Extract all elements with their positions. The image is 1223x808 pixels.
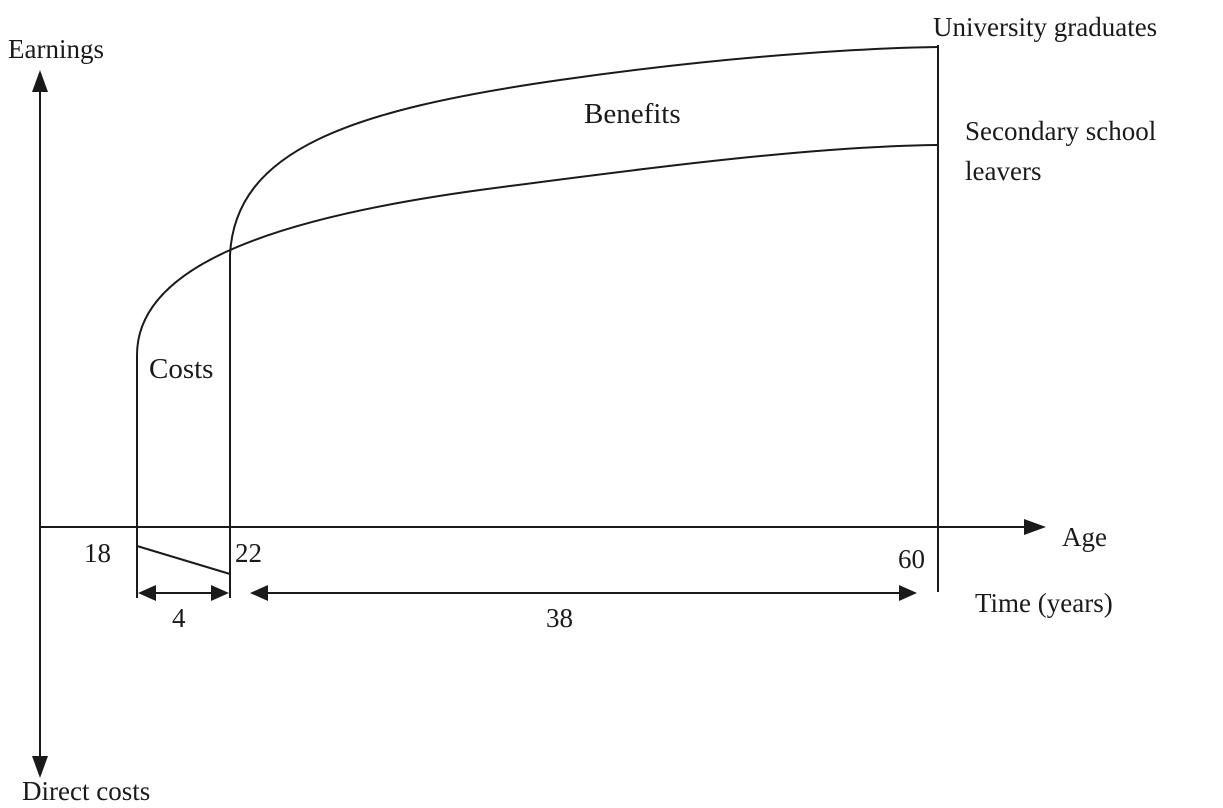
age-axis-arrowhead [1024,519,1046,535]
study-duration-arrowhead-right [211,585,229,601]
university-graduates-curve [229,46,939,256]
direct-costs-axis-arrowhead [32,756,48,778]
direct-costs-line [136,545,231,575]
time-years-label: Time (years) [975,588,1113,618]
working-duration-arrowhead-right [899,585,917,601]
university-graduates-label: University graduates [933,12,1157,42]
earnings-label: Earnings [8,34,104,64]
earnings-axis-arrowhead [32,70,48,92]
secondary-school-leavers-curve [136,144,939,356]
study-duration-arrowhead-left [138,585,156,601]
age-18-tick-label: 18 [84,538,111,568]
costs-label: Costs [149,353,213,385]
secondary-school-label-line1: Secondary school [965,116,1156,146]
age-22-tick-label: 22 [235,538,262,568]
secondary-school-label-line2: leavers [965,156,1041,186]
direct-costs-label: Direct costs [22,776,150,806]
working-years-label: 38 [546,603,573,633]
benefits-label: Benefits [584,98,681,130]
age-60-tick-label: 60 [898,544,925,574]
study-years-label: 4 [172,603,186,633]
working-duration-arrowhead-left [250,585,268,601]
age-label: Age [1062,522,1107,552]
